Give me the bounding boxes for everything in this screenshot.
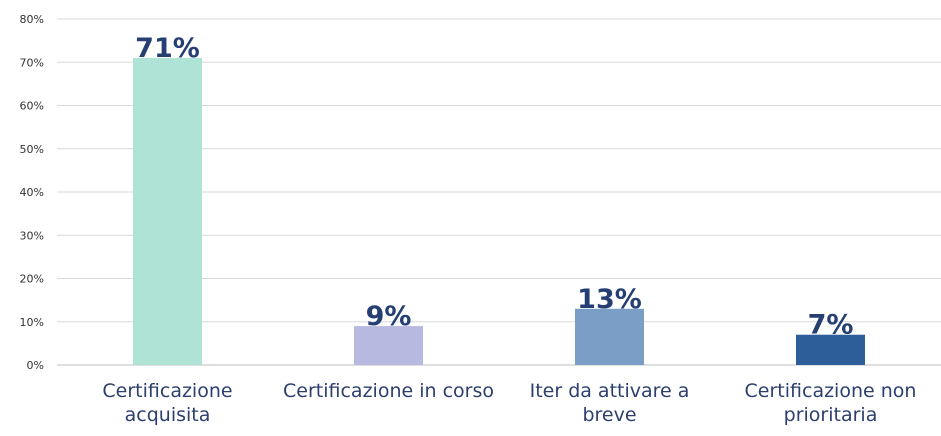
y-axis-tick-labels: 0% 10% 20% 30% 40% 50% 60% 70% 80%: [20, 13, 44, 372]
y-tick-label: 10%: [20, 316, 44, 329]
category-label: breve: [582, 404, 636, 426]
bar: [354, 326, 423, 365]
y-tick-label: 80%: [20, 13, 44, 26]
y-tick-label: 0%: [27, 359, 44, 372]
y-tick-label: 60%: [20, 100, 44, 113]
gridlines: [57, 18, 941, 366]
category-label: acquisita: [125, 404, 211, 426]
bar: [575, 308, 644, 365]
category-label: Certificazione: [102, 380, 232, 402]
y-tick-label: 50%: [20, 143, 44, 156]
data-label: 7%: [808, 310, 854, 341]
y-tick-label: 20%: [20, 273, 44, 286]
category-label: prioritaria: [784, 404, 878, 426]
category-label: Iter da attivare a: [530, 380, 690, 402]
data-labels: 71% 9% 13% 7%: [135, 33, 853, 341]
category-label: Certificazione in corso: [283, 380, 494, 402]
y-tick-label: 40%: [20, 186, 44, 199]
data-label: 13%: [577, 284, 642, 315]
y-tick-label: 30%: [20, 229, 44, 242]
y-tick-label: 70%: [20, 56, 44, 69]
bar: [133, 57, 202, 366]
category-label: Certificazione non: [745, 380, 917, 402]
data-label: 9%: [366, 301, 412, 332]
bars: [133, 57, 865, 366]
bar: [796, 334, 865, 365]
data-label: 71%: [135, 33, 200, 64]
